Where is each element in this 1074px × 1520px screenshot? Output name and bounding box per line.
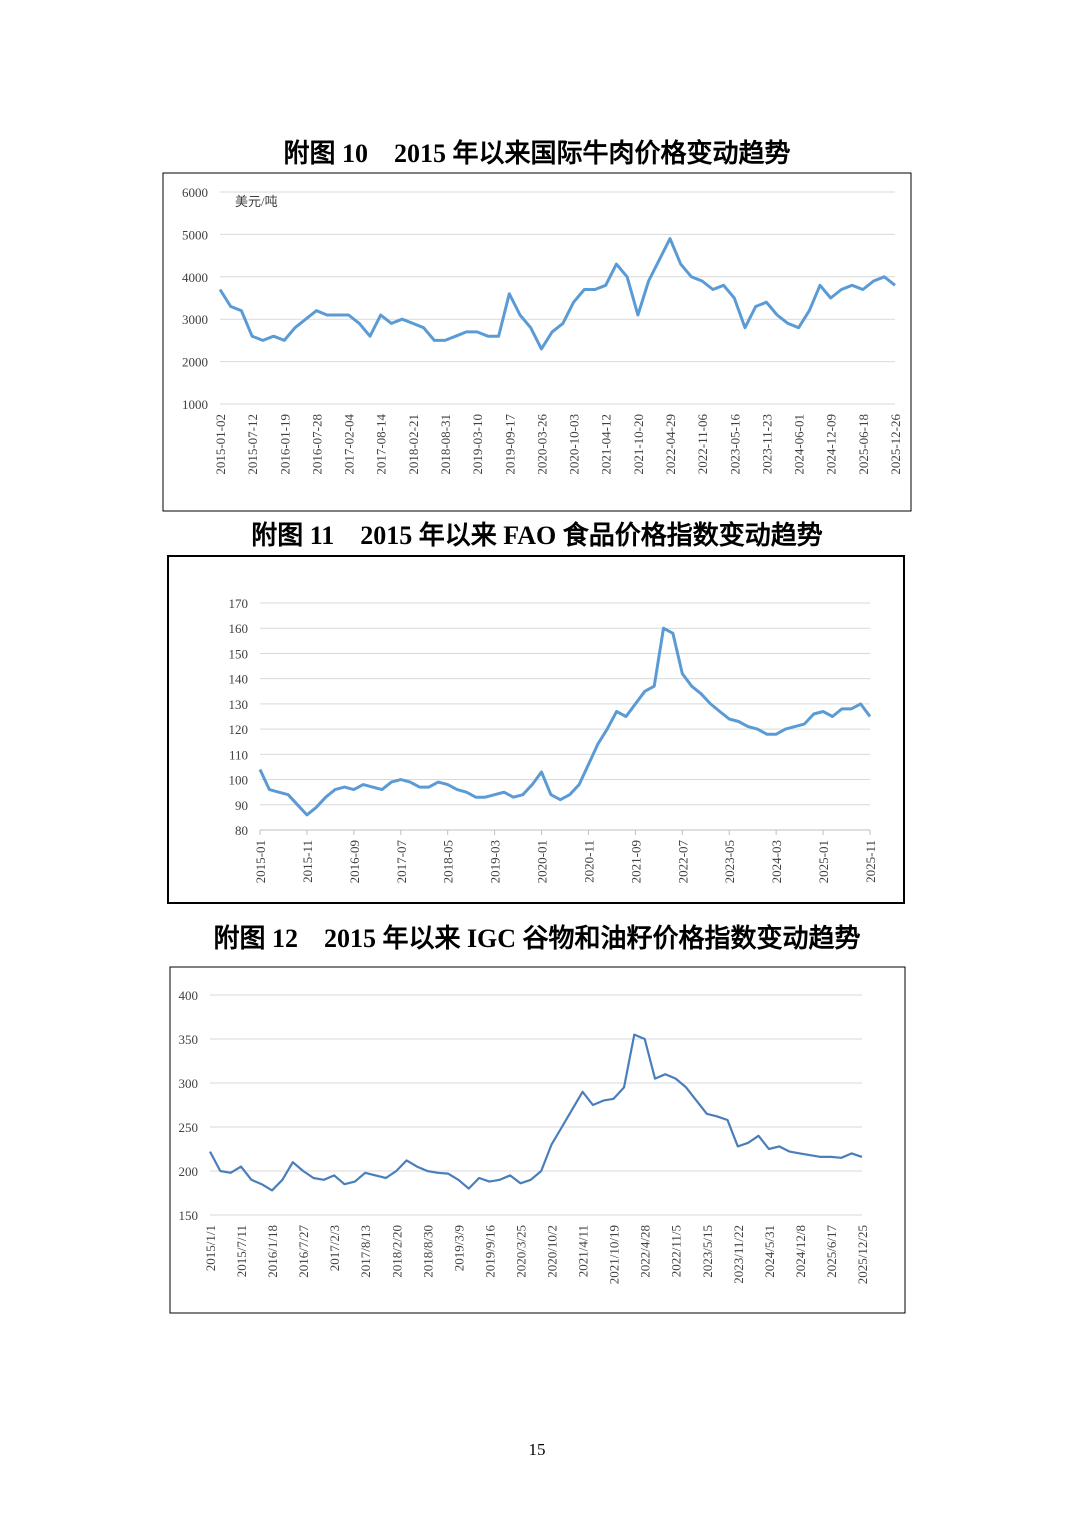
x-tick-label: 2025-12-26 xyxy=(888,414,903,475)
x-tick-label: 2025-01 xyxy=(816,840,831,883)
x-tick-label: 2016/7/27 xyxy=(296,1225,311,1278)
x-tick-label: 2021-09 xyxy=(628,840,643,883)
y-tick-label: 120 xyxy=(229,722,249,737)
x-tick-label: 2019/9/16 xyxy=(482,1225,497,1278)
data-line xyxy=(258,626,872,817)
y-tick-label: 4000 xyxy=(182,270,208,285)
x-tick-label: 2025/12/25 xyxy=(855,1225,870,1284)
y-tick-label: 250 xyxy=(179,1120,199,1135)
x-tick-label: 2021/10/19 xyxy=(607,1225,622,1284)
y-tick-label: 170 xyxy=(229,596,249,611)
x-tick-label: 2015-11 xyxy=(300,840,315,883)
x-tick-label: 2021-04-12 xyxy=(599,414,614,475)
x-tick-label: 2020-10-03 xyxy=(567,414,582,475)
y-tick-label: 6000 xyxy=(182,185,208,200)
x-tick-label: 2019/3/9 xyxy=(451,1225,466,1271)
x-tick-label: 2016/1/18 xyxy=(265,1225,280,1278)
x-tick-label: 2023-05-16 xyxy=(727,414,742,475)
y-tick-label: 140 xyxy=(229,672,249,687)
y-tick-label: 200 xyxy=(179,1164,199,1179)
x-tick-label: 2016-09 xyxy=(347,840,362,883)
y-tick-label: 2000 xyxy=(182,355,208,370)
x-tick-label: 2024-06-01 xyxy=(792,414,807,475)
data-line xyxy=(218,237,896,351)
x-tick-label: 2019-09-17 xyxy=(502,414,517,475)
y-tick-label: 150 xyxy=(229,646,249,661)
x-tick-label: 2025/6/17 xyxy=(824,1225,839,1278)
x-tick-label: 2022-07 xyxy=(675,840,690,884)
chart-title: 附图 10 2015 年以来国际牛肉价格变动趋势 xyxy=(283,138,790,168)
x-tick-label: 2017-02-04 xyxy=(342,414,357,475)
chart-title: 附图 11 2015 年以来 FAO 食品价格指数变动趋势 xyxy=(251,520,823,550)
x-tick-label: 2015-07-12 xyxy=(245,414,260,475)
data-line xyxy=(209,1033,863,1192)
x-tick-label: 2018-05 xyxy=(441,840,456,883)
x-tick-label: 2017/8/13 xyxy=(358,1225,373,1278)
y-tick-label: 160 xyxy=(229,621,249,636)
chart-frame xyxy=(162,172,912,512)
x-tick-label: 2021-10-20 xyxy=(631,414,646,475)
x-tick-label: 2022-04-29 xyxy=(663,414,678,475)
y-tick-label: 300 xyxy=(179,1076,199,1091)
y-tick-label: 90 xyxy=(235,798,248,813)
y-tick-label: 400 xyxy=(179,988,199,1003)
y-tick-label: 3000 xyxy=(182,312,208,327)
x-tick-label: 2015/1/1 xyxy=(203,1225,218,1271)
x-tick-label: 2023-11-23 xyxy=(759,414,774,474)
x-tick-label: 2020/3/25 xyxy=(513,1225,528,1278)
x-tick-label: 2021/4/11 xyxy=(576,1225,591,1277)
chart-frame xyxy=(167,555,905,904)
y-tick-label: 130 xyxy=(229,697,249,712)
x-tick-label: 2022/11/5 xyxy=(669,1225,684,1277)
x-tick-label: 2025-06-18 xyxy=(856,414,871,475)
unit-label: 美元/吨 xyxy=(235,194,278,209)
x-tick-label: 2015-01-02 xyxy=(213,414,228,475)
y-tick-label: 150 xyxy=(179,1208,199,1223)
x-tick-label: 2020-03-26 xyxy=(534,414,549,475)
x-tick-label: 2024-03 xyxy=(769,840,784,883)
x-tick-label: 2020-01 xyxy=(535,840,550,883)
x-tick-label: 2016-01-19 xyxy=(277,414,292,475)
x-tick-label: 2017-08-14 xyxy=(374,414,389,475)
chart-frame xyxy=(169,966,906,1314)
x-tick-label: 2015-01 xyxy=(253,840,268,883)
x-tick-label: 2015/7/11 xyxy=(234,1225,249,1277)
x-tick-label: 2020-11 xyxy=(581,840,596,883)
y-tick-label: 5000 xyxy=(182,227,208,242)
x-tick-label: 2017-07 xyxy=(394,840,409,884)
x-tick-label: 2023/5/15 xyxy=(700,1225,715,1278)
x-tick-label: 2020/10/2 xyxy=(545,1225,560,1278)
x-tick-label: 2019-03 xyxy=(488,840,503,883)
chart-title: 附图 12 2015 年以来 IGC 谷物和油籽价格指数变动趋势 xyxy=(213,923,860,953)
y-tick-label: 1000 xyxy=(182,397,208,412)
x-tick-label: 2019-03-10 xyxy=(470,414,485,475)
x-tick-label: 2018/8/30 xyxy=(420,1225,435,1278)
x-tick-label: 2022/4/28 xyxy=(638,1225,653,1278)
y-tick-label: 80 xyxy=(235,823,248,838)
x-tick-label: 2016-07-28 xyxy=(309,414,324,475)
x-tick-label: 2022-11-06 xyxy=(695,414,710,475)
x-tick-label: 2023-05 xyxy=(722,840,737,883)
y-tick-label: 350 xyxy=(179,1032,199,1047)
y-tick-label: 100 xyxy=(229,773,249,788)
x-tick-label: 2018-08-31 xyxy=(438,414,453,475)
x-tick-label: 2024/5/31 xyxy=(762,1225,777,1278)
x-tick-label: 2018/2/20 xyxy=(389,1225,404,1278)
x-tick-label: 2024/12/8 xyxy=(793,1225,808,1278)
x-tick-label: 2018-02-21 xyxy=(406,414,421,475)
x-tick-label: 2023/11/22 xyxy=(731,1225,746,1284)
x-tick-label: 2025-11 xyxy=(863,840,878,883)
x-tick-label: 2017/2/3 xyxy=(327,1225,342,1271)
page-number: 15 xyxy=(529,1440,546,1459)
x-tick-label: 2024-12-09 xyxy=(824,414,839,475)
y-tick-label: 110 xyxy=(229,747,248,762)
